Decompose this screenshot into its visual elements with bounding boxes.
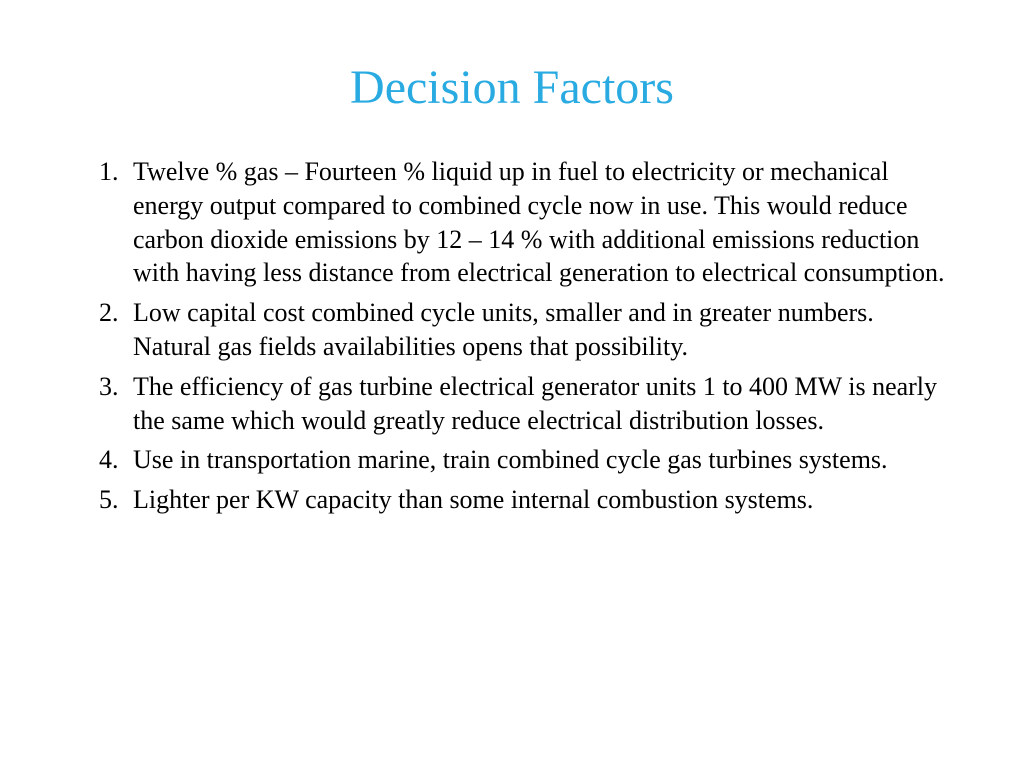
list-item: The efficiency of gas turbine electrical…	[125, 370, 954, 438]
slide-title: Decision Factors	[70, 60, 954, 115]
list-item: Lighter per KW capacity than some intern…	[125, 483, 954, 517]
list-item: Low capital cost combined cycle units, s…	[125, 296, 954, 364]
list-item: Use in transportation marine, train comb…	[125, 443, 954, 477]
list-item: Twelve % gas – Fourteen % liquid up in f…	[125, 155, 954, 290]
decision-factors-list: Twelve % gas – Fourteen % liquid up in f…	[70, 155, 954, 517]
